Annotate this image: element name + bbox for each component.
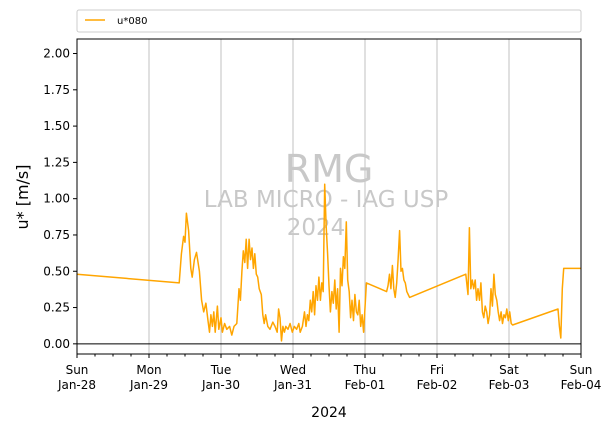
legend-frame bbox=[76, 9, 582, 33]
x-tick-label-date: Feb-04 bbox=[561, 378, 602, 392]
x-tick-label-day: Wed bbox=[280, 363, 306, 377]
y-axis-label: u* [m/s] bbox=[13, 164, 32, 229]
x-tick-label-day: Thu bbox=[353, 363, 377, 377]
y-axis: 0.00 0.25 0.50 0.75 1.00 1.25 1.50 1.75 2.00 bbox=[43, 47, 77, 351]
y-tick-label: 1.75 bbox=[43, 83, 70, 97]
x-tick-label-day: Sun bbox=[570, 363, 593, 377]
y-tick-label: 1.50 bbox=[43, 119, 70, 133]
legend: u*080 bbox=[76, 9, 582, 33]
y-tick-label: 1.00 bbox=[43, 192, 70, 206]
x-axis-label: 2024 bbox=[311, 405, 347, 421]
x-tick-label-day: Tue bbox=[210, 363, 232, 377]
x-axis: SunJan-28MonJan-29TueJan-30WedJan-31ThuF… bbox=[57, 354, 601, 392]
y-tick-label: 0.50 bbox=[43, 264, 70, 278]
y-tick-label: 1.25 bbox=[43, 155, 70, 169]
y-tick-label: 0.75 bbox=[43, 228, 70, 242]
x-tick-label-date: Feb-02 bbox=[417, 378, 458, 392]
y-tick-label: 0.25 bbox=[43, 301, 70, 315]
x-tick-label-day: Sat bbox=[499, 363, 519, 377]
x-tick-label-date: Jan-28 bbox=[57, 378, 96, 392]
y-tick-label: 2.00 bbox=[43, 47, 70, 61]
series-line-u080 bbox=[76, 183, 581, 342]
x-tick-label-date: Feb-01 bbox=[345, 378, 386, 392]
x-tick-label-date: Jan-29 bbox=[129, 378, 168, 392]
watermark-line-1: RMG bbox=[285, 147, 374, 191]
x-tick-label-date: Jan-30 bbox=[201, 378, 240, 392]
y-tick-label: 0.00 bbox=[43, 337, 70, 351]
x-tick-label-date: Feb-03 bbox=[489, 378, 530, 392]
x-tick-label-day: Sun bbox=[66, 363, 89, 377]
x-tick-label-day: Fri bbox=[430, 363, 444, 377]
x-tick-label-day: Mon bbox=[136, 363, 161, 377]
grid-lines bbox=[148, 39, 510, 354]
legend-label: u*080 bbox=[117, 16, 147, 27]
watermark-line-3: 2024 bbox=[287, 215, 346, 241]
x-tick-label-date: Jan-31 bbox=[273, 378, 312, 392]
